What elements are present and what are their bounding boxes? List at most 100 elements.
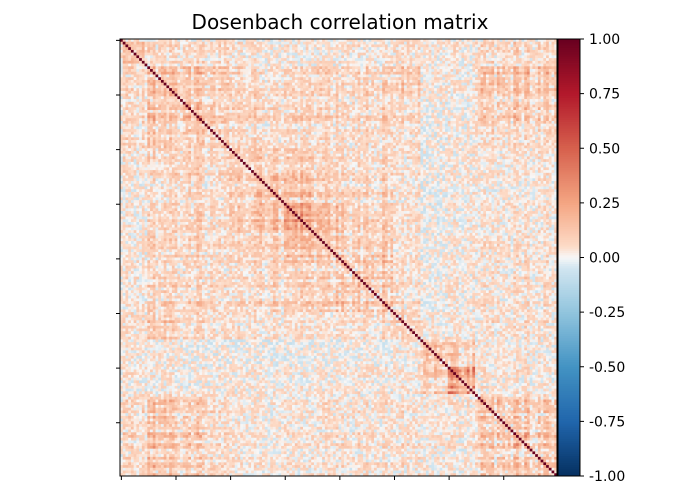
heatmap-cell [155,55,159,59]
heatmap-cell [379,69,383,73]
heatmap-cell [242,115,246,119]
heatmap-cell [308,58,312,62]
heatmap-cell [305,77,309,81]
heatmap-cell [395,96,399,100]
heatmap-cell [540,69,544,73]
heatmap-cell [461,104,465,108]
heatmap-cell [436,93,440,97]
heatmap-cell [543,93,547,97]
heatmap-cell [188,112,192,116]
heatmap-cell [516,82,520,86]
heatmap-cell [294,44,298,48]
heatmap-cell [264,79,268,83]
heatmap-cell [245,79,249,83]
heatmap-cell [210,44,214,48]
heatmap-cell [120,77,124,81]
heatmap-cell [390,90,394,94]
heatmap-cell [352,47,356,51]
heatmap-cell [128,93,132,97]
heatmap-cell [464,47,468,51]
heatmap-cell [398,88,402,92]
heatmap-cell [409,44,413,48]
heatmap-cell [125,39,129,43]
heatmap-cell [483,74,487,78]
heatmap-cell [199,58,203,62]
heatmap-cell [447,44,451,48]
heatmap-cell [147,112,151,116]
heatmap-cell [169,110,173,114]
heatmap-cell [472,39,476,43]
heatmap-cell [423,112,427,116]
heatmap-cell [376,88,380,92]
heatmap-cell [215,104,219,108]
heatmap-cell [141,60,145,64]
heatmap-cell [169,55,173,59]
heatmap-cell [529,112,533,116]
heatmap-cell [130,79,134,83]
heatmap-cell [554,60,558,64]
heatmap-cell [425,82,429,86]
heatmap-cell [518,96,522,100]
heatmap-cell [158,85,162,89]
heatmap-cell [513,63,517,67]
heatmap-cell [289,112,293,116]
heatmap-cell [472,101,476,105]
heatmap-cell [376,55,380,59]
heatmap-cell [535,93,539,97]
heatmap-cell [507,115,511,119]
heatmap-cell [363,77,367,81]
heatmap-cell [188,69,192,73]
heatmap-cell [507,96,511,100]
heatmap-cell [376,60,380,64]
heatmap-cell [272,99,276,103]
heatmap-cell [177,112,181,116]
heatmap-cell [196,107,200,111]
heatmap-cell [297,60,301,64]
heatmap-cell [242,118,246,122]
heatmap-cell [461,79,465,83]
heatmap-cell [283,120,287,124]
heatmap-cell [193,47,197,51]
heatmap-cell [390,93,394,97]
heatmap-cell [371,85,375,89]
heatmap-cell [322,49,326,53]
heatmap-cell [417,44,421,48]
heatmap-cell [537,101,541,105]
heatmap-cell [455,69,459,73]
heatmap-cell [245,96,249,100]
heatmap-cell [485,55,490,59]
heatmap-cell [278,93,282,97]
heatmap-cell [180,118,184,122]
heatmap-cell [210,107,214,111]
heatmap-cell [475,115,479,119]
heatmap-cell [554,93,558,97]
heatmap-cell [316,60,320,64]
heatmap-cell [540,74,544,78]
heatmap-cell [270,93,274,97]
heatmap-cell [174,60,178,64]
heatmap-cell [158,52,162,56]
heatmap-cell [130,112,134,116]
heatmap-cell [382,101,386,105]
heatmap-cell [406,96,410,100]
heatmap-cell [133,39,137,43]
heatmap-cell [335,49,339,53]
heatmap-cell [335,77,339,81]
heatmap-cell [404,104,408,108]
heatmap-cell [251,85,255,89]
heatmap-cell [193,66,197,70]
heatmap-cell [371,47,375,51]
heatmap-cell [513,107,517,111]
heatmap-cell [223,118,227,122]
heatmap-cell [343,115,347,119]
heatmap-cell [488,115,492,119]
heatmap-cells [120,39,558,477]
heatmap-cell [434,104,438,108]
heatmap-cell [158,115,162,119]
heatmap-cell [248,85,252,89]
heatmap-cell [521,52,525,56]
heatmap-cell [554,63,558,67]
heatmap-cell [502,44,506,48]
heatmap-cell [374,107,378,111]
heatmap-cell [240,82,244,86]
